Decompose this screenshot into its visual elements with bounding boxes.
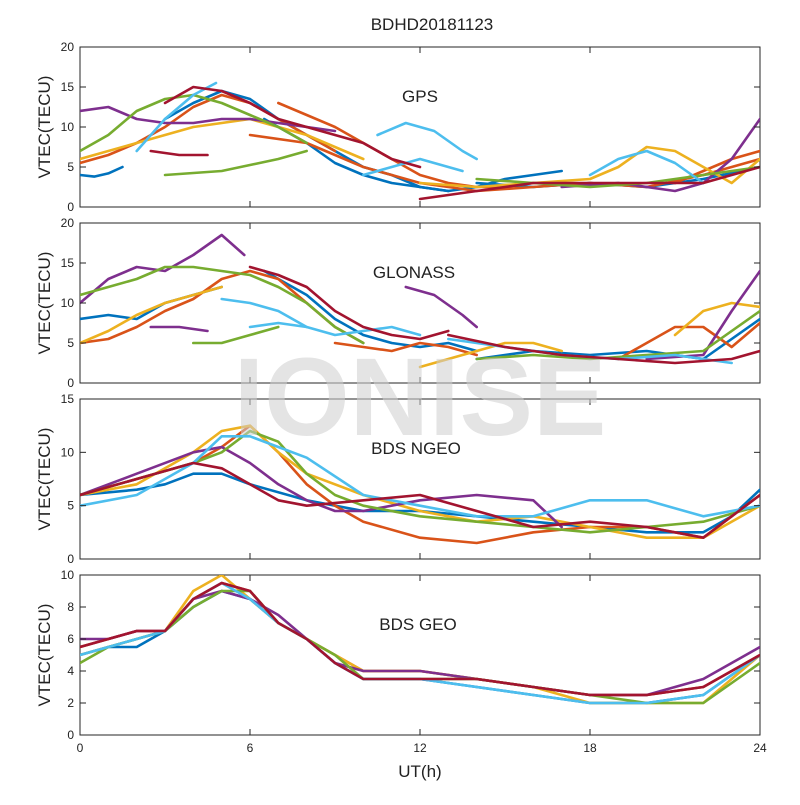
series-line <box>475 165 760 189</box>
y-tick-label: 0 <box>67 728 74 742</box>
y-tick-label: 10 <box>61 120 75 134</box>
series-line <box>645 269 760 361</box>
series-line <box>475 317 760 361</box>
series-line <box>80 265 365 345</box>
panel-label: BDS NGEO <box>371 439 461 458</box>
y-tick-label: 10 <box>61 445 75 459</box>
series-line <box>376 121 479 161</box>
series-line <box>333 341 479 357</box>
series-line <box>192 325 280 345</box>
panels: 05101520GPSVTEC(TECU)05101520GLONASSVTEC… <box>35 40 767 755</box>
y-axis-label: VTEC(TECU) <box>35 252 54 355</box>
panel-0: 0 5 10 15 20 GPS VTEC(TECU) <box>35 40 761 214</box>
series-line <box>80 233 246 305</box>
series-line <box>163 85 422 169</box>
series-line <box>80 285 223 345</box>
y-tick-label: 10 <box>61 296 75 310</box>
series-line <box>80 165 124 178</box>
series-line <box>262 117 564 193</box>
panel-label: GLONASS <box>373 263 455 282</box>
y-axis-label: VTEC(TECU) <box>35 428 54 531</box>
series-group <box>80 81 760 201</box>
panel-label: BDS GEO <box>379 615 456 634</box>
y-tick-label: 0 <box>67 200 74 214</box>
series-line <box>404 285 479 329</box>
y-tick-label: 5 <box>67 160 74 174</box>
series-line <box>588 149 705 185</box>
series-line <box>248 133 760 193</box>
y-tick-label: 15 <box>61 392 75 406</box>
series-line <box>163 149 309 177</box>
panel-label: GPS <box>402 87 438 106</box>
series-line <box>80 105 337 133</box>
series-line <box>418 145 760 189</box>
y-axis-label: VTEC(TECU) <box>35 76 54 179</box>
series-group <box>80 233 760 369</box>
x-tick-label: 0 <box>77 741 84 755</box>
panel-1: 0 5 10 15 20 GLONASS VTEC(TECU) <box>35 216 761 390</box>
x-axis-label: UT(h) <box>398 762 441 781</box>
series-line <box>80 424 760 545</box>
series-line <box>149 149 209 157</box>
series-line <box>80 581 760 697</box>
y-tick-label: 0 <box>67 552 74 566</box>
y-tick-label: 5 <box>67 336 74 350</box>
y-tick-label: 15 <box>61 80 75 94</box>
series-line <box>248 265 450 341</box>
watermark-text: IONISE <box>234 336 607 459</box>
series-line <box>80 93 337 165</box>
panel-2: 0 5 10 15 BDS NGEO VTEC(TECU) <box>35 392 761 566</box>
series-line <box>446 333 760 365</box>
series-line <box>149 325 209 333</box>
y-tick-label: 8 <box>67 600 74 614</box>
x-tick-label: 24 <box>753 741 767 755</box>
series-line <box>616 321 760 361</box>
series-group <box>80 575 760 705</box>
y-tick-label: 20 <box>61 40 75 54</box>
axes-box <box>79 574 761 736</box>
series-line <box>262 269 479 353</box>
series-line <box>673 301 760 337</box>
y-tick-label: 5 <box>67 499 74 513</box>
y-tick-label: 20 <box>61 216 75 230</box>
series-line <box>418 165 760 201</box>
figure-title: BDHD20181123 <box>371 15 494 34</box>
series-line <box>248 321 309 329</box>
series-line <box>475 309 760 361</box>
series-line <box>418 341 564 369</box>
y-tick-label: 4 <box>67 664 74 678</box>
y-axis-label: VTEC(TECU) <box>35 604 54 707</box>
x-tick-label: 6 <box>247 741 254 755</box>
x-tick-label: 12 <box>413 741 427 755</box>
x-tick-label: 18 <box>583 741 597 755</box>
series-group <box>80 424 760 545</box>
series-line <box>80 117 365 161</box>
series-line <box>80 434 760 518</box>
series-line <box>80 461 760 540</box>
series-line <box>220 297 422 337</box>
y-tick-label: 0 <box>67 376 74 390</box>
y-tick-label: 10 <box>61 568 75 582</box>
y-tick-label: 2 <box>67 696 74 710</box>
y-tick-label: 15 <box>61 256 75 270</box>
series-line <box>80 445 564 529</box>
y-tick-label: 6 <box>67 632 74 646</box>
